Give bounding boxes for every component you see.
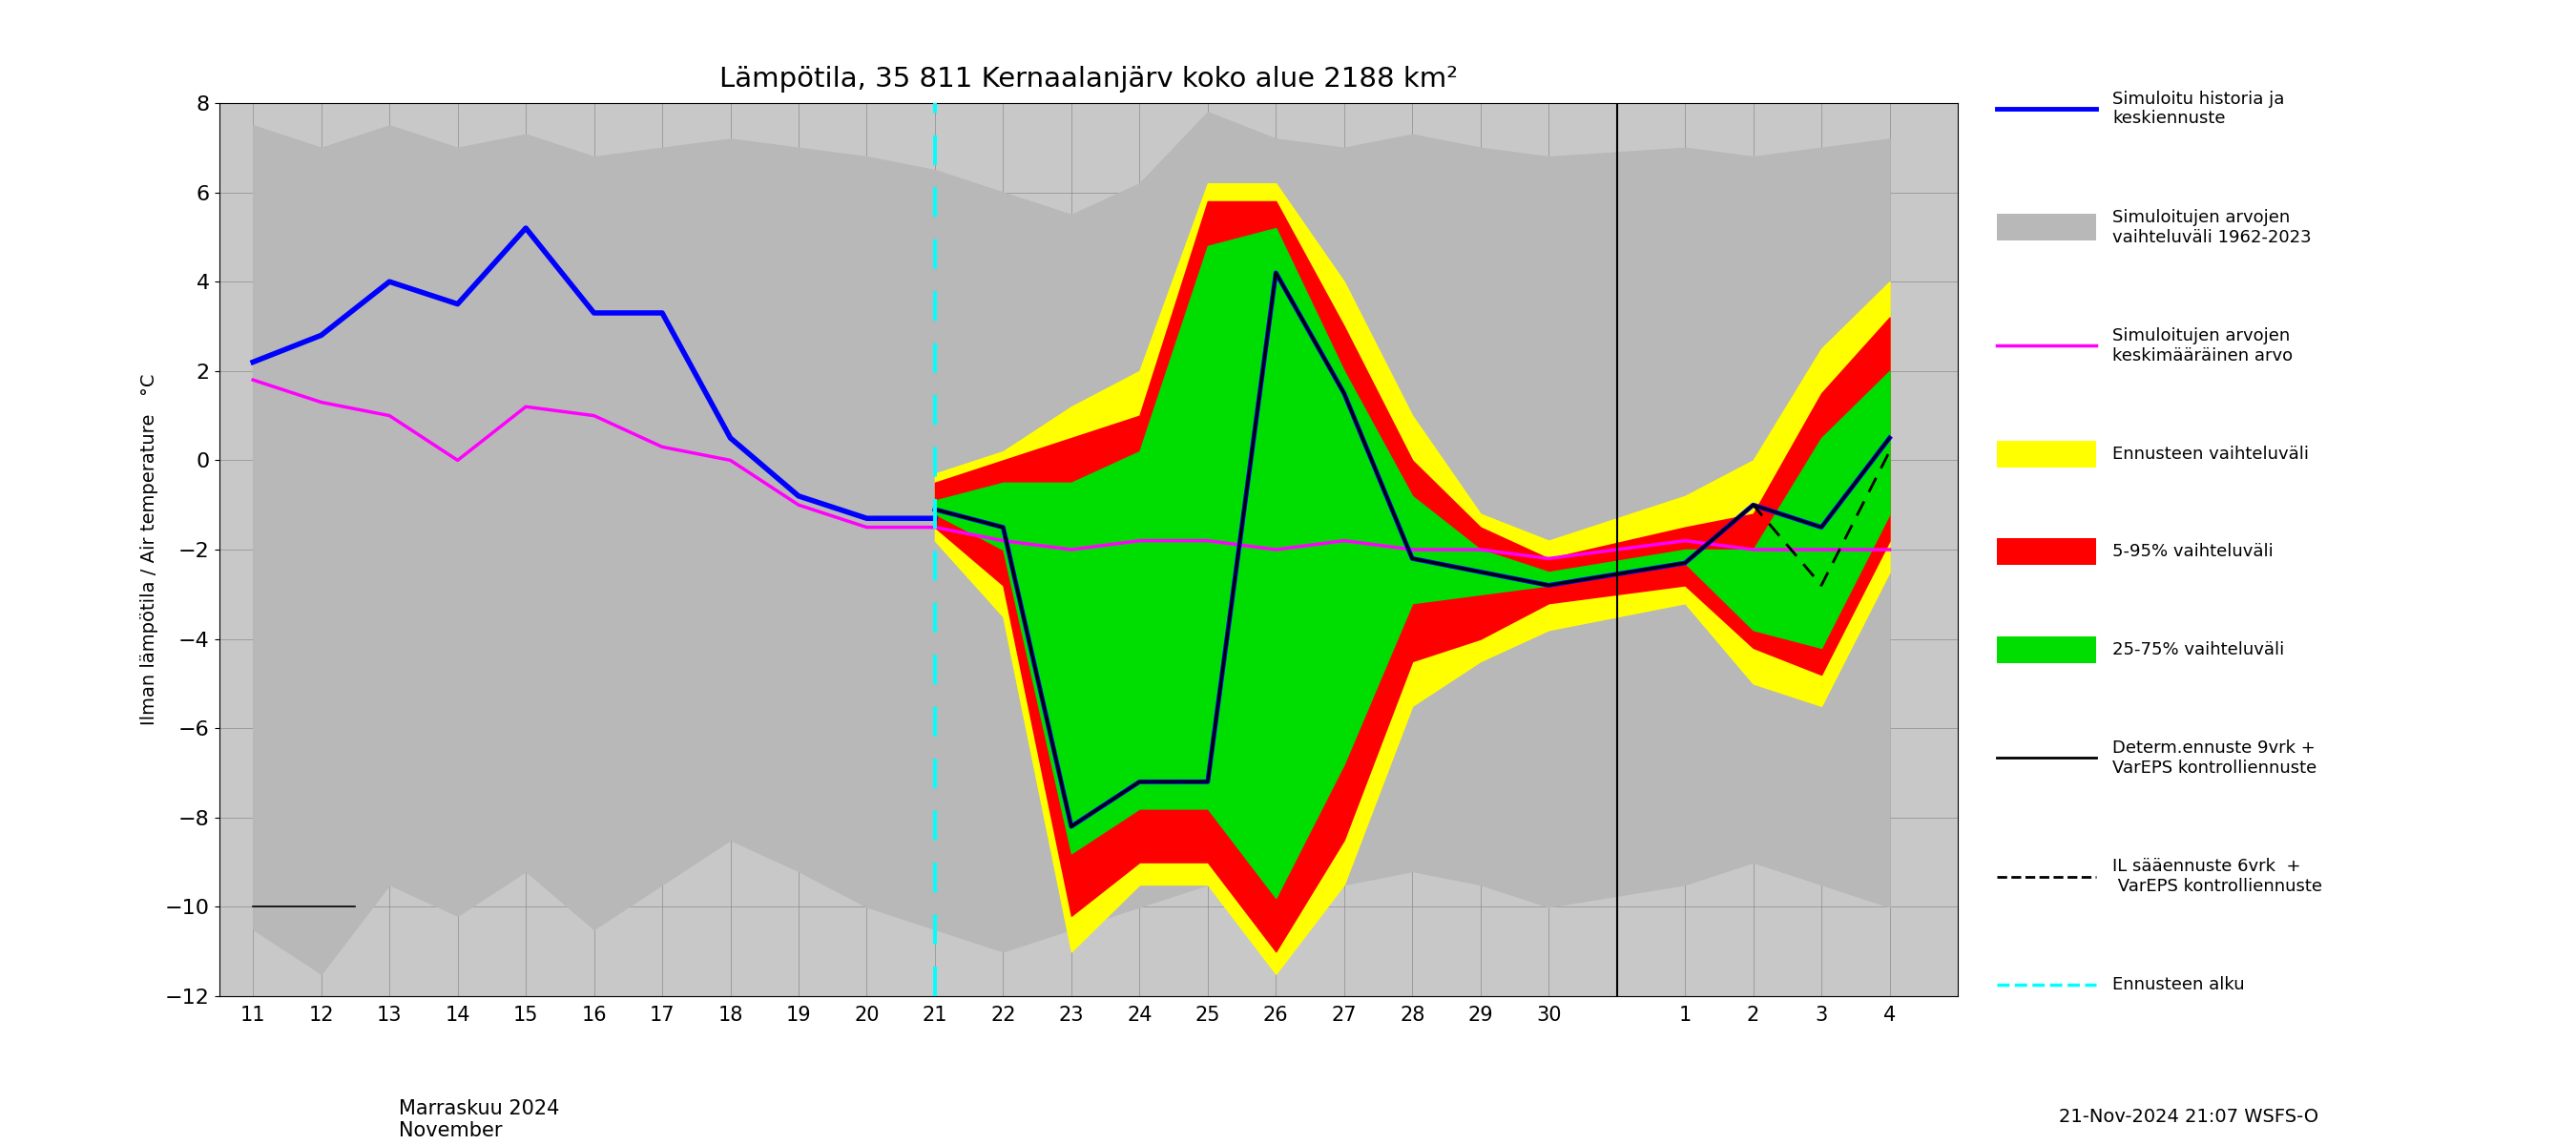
Text: Simuloitu historia ja
keskiennuste: Simuloitu historia ja keskiennuste: [2112, 90, 2285, 127]
FancyBboxPatch shape: [1996, 214, 2097, 240]
Text: 25-75% vaihteluväli: 25-75% vaihteluväli: [2112, 641, 2285, 658]
Text: Simuloitujen arvojen
vaihteluväli 1962-2023: Simuloitujen arvojen vaihteluväli 1962-2…: [2112, 208, 2311, 246]
Text: 21-Nov-2024 21:07 WSFS-O: 21-Nov-2024 21:07 WSFS-O: [2058, 1108, 2318, 1126]
Text: Determ.ennuste 9vrk +
VarEPS kontrolliennuste: Determ.ennuste 9vrk + VarEPS kontrollien…: [2112, 740, 2318, 776]
FancyBboxPatch shape: [1996, 637, 2097, 663]
FancyBboxPatch shape: [1996, 441, 2097, 467]
Text: 5-95% vaihteluväli: 5-95% vaihteluväli: [2112, 543, 2275, 560]
Text: Marraskuu 2024
November: Marraskuu 2024 November: [399, 1099, 559, 1140]
Title: Lämpötila, 35 811 Kernaalanjärv koko alue 2188 km²: Lämpötila, 35 811 Kernaalanjärv koko alu…: [719, 66, 1458, 93]
FancyBboxPatch shape: [1996, 538, 2097, 566]
Y-axis label: Ilman lämpötila / Air temperature   °C: Ilman lämpötila / Air temperature °C: [139, 373, 157, 726]
Text: Ennusteen vaihteluväli: Ennusteen vaihteluväli: [2112, 445, 2308, 463]
Text: Ennusteen alku: Ennusteen alku: [2112, 976, 2244, 993]
Text: IL sääennuste 6vrk  +
 VarEPS kontrolliennuste: IL sääennuste 6vrk + VarEPS kontrollienn…: [2112, 858, 2324, 895]
Text: Simuloitujen arvojen
keskimääräinen arvo: Simuloitujen arvojen keskimääräinen arvo: [2112, 327, 2293, 364]
